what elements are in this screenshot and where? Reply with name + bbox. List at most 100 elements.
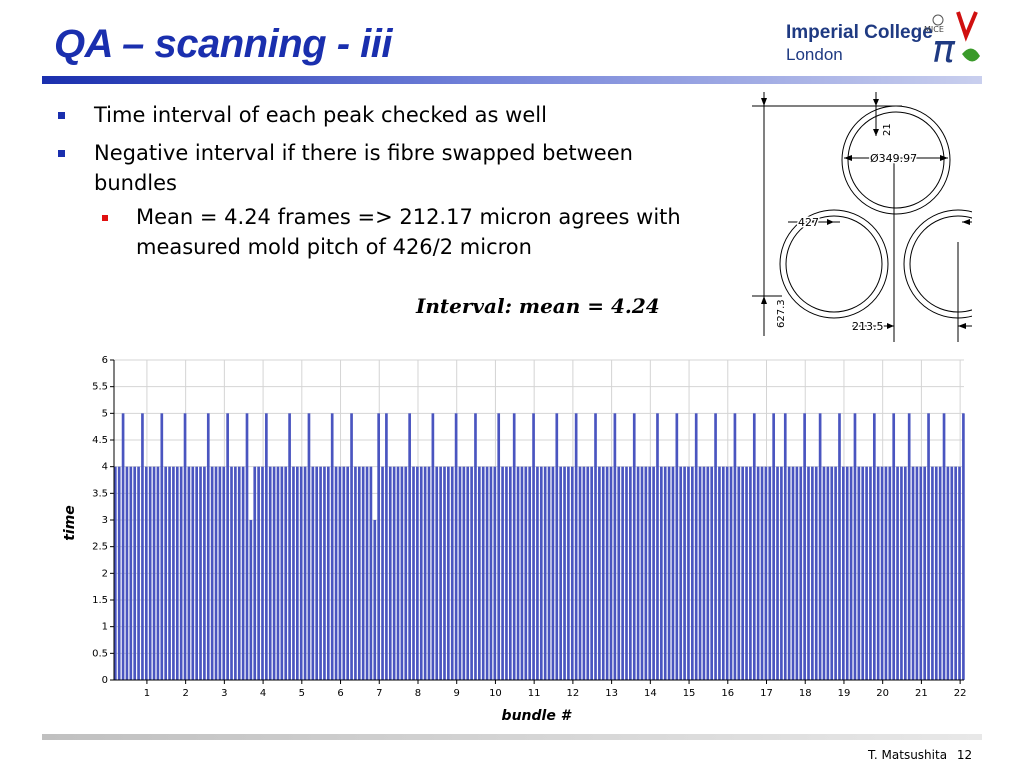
bar: [760, 466, 764, 680]
x-tick-label: 4: [260, 688, 266, 699]
bar: [807, 466, 810, 680]
bar: [133, 466, 137, 680]
bar: [261, 466, 264, 680]
bar: [714, 413, 717, 680]
bar: [663, 466, 667, 680]
sub-bullet-item: Mean = 4.24 frames => 212.17 micron agre…: [102, 202, 716, 262]
bar: [195, 466, 198, 680]
bar: [435, 466, 439, 680]
bar: [361, 466, 365, 680]
bar: [803, 413, 806, 680]
bar: [811, 466, 814, 680]
bar: [749, 466, 752, 680]
dim-pitch: 427: [798, 216, 819, 229]
bar: [609, 466, 613, 680]
bar: [764, 466, 768, 680]
bar: [265, 413, 268, 680]
bar: [303, 466, 307, 680]
bar: [919, 466, 923, 680]
chart-axes: [110, 359, 964, 684]
bullet-item: Negative interval if there is fibre swap…: [58, 138, 674, 198]
bar: [280, 466, 284, 680]
bar: [768, 466, 772, 680]
y-tick-label: 1: [102, 622, 108, 633]
bar: [679, 466, 683, 680]
bar: [493, 466, 497, 680]
bar: [938, 466, 942, 680]
bar: [419, 466, 423, 680]
bar: [640, 466, 644, 680]
bar: [911, 466, 915, 680]
bar: [357, 466, 361, 680]
bar: [586, 466, 590, 680]
bar: [323, 466, 326, 680]
bar: [625, 466, 628, 680]
bar: [489, 466, 493, 680]
interval-mean-label: Interval: mean = 4.24: [416, 294, 660, 318]
bar: [392, 466, 396, 680]
bar: [179, 466, 183, 680]
bar: [276, 466, 280, 680]
bar: [539, 466, 543, 680]
bar: [652, 466, 655, 680]
bar: [791, 466, 795, 680]
bar: [718, 466, 721, 680]
logo-line-1: Imperial College: [786, 22, 933, 43]
bar: [880, 466, 884, 680]
bar: [954, 466, 957, 680]
bar: [431, 413, 435, 680]
x-tick-label: 17: [760, 688, 773, 699]
bar: [288, 413, 291, 680]
bar: [660, 466, 663, 680]
bar: [578, 466, 582, 680]
bar: [241, 466, 245, 680]
bar: [497, 413, 501, 680]
bar: [342, 466, 346, 680]
x-tick-label: 19: [838, 688, 851, 699]
y-axis-label: time: [62, 505, 78, 541]
y-tick-label: 4: [102, 462, 108, 473]
bar: [148, 466, 152, 680]
bar: [168, 466, 171, 680]
bar: [210, 466, 214, 680]
y-tick-label: 3: [102, 515, 108, 526]
bar: [853, 413, 857, 680]
y-tick-label: 0.5: [92, 648, 108, 659]
y-tick-label: 1.5: [92, 595, 108, 606]
bar: [822, 466, 826, 680]
bar: [555, 413, 559, 680]
bar: [117, 466, 121, 680]
x-tick-label: 10: [489, 688, 502, 699]
title-underline: [42, 76, 982, 84]
bar: [334, 466, 338, 680]
bar: [458, 466, 462, 680]
bar: [408, 413, 411, 680]
bar: [838, 413, 841, 680]
bar: [222, 466, 226, 680]
bar: [869, 466, 872, 680]
bar: [574, 413, 578, 680]
bar: [296, 466, 299, 680]
bar: [927, 413, 930, 680]
bar: [675, 413, 679, 680]
slide-title: QA – scanning - iii: [54, 22, 392, 66]
bar: [381, 466, 384, 680]
bar: [857, 466, 861, 680]
bar: [559, 466, 563, 680]
bar: [729, 466, 733, 680]
bar: [388, 466, 392, 680]
bar: [175, 466, 179, 680]
bar: [896, 466, 899, 680]
bar: [253, 466, 257, 680]
dim-diameter: Ø349.97: [870, 152, 917, 165]
dim-half-pitch: 213.5: [852, 320, 884, 333]
bar: [582, 466, 586, 680]
bar: [830, 466, 834, 680]
bar: [656, 413, 659, 680]
bar: [183, 413, 187, 680]
chart-tick-labels: 00.511.522.533.544.555.561 2 3 4 5 6 7 8 9 10 11 12…: [92, 355, 966, 699]
x-tick-label: 21: [915, 688, 928, 699]
mice-logo-pi: π: [932, 27, 956, 71]
bar: [152, 466, 156, 680]
bar: [934, 466, 938, 680]
